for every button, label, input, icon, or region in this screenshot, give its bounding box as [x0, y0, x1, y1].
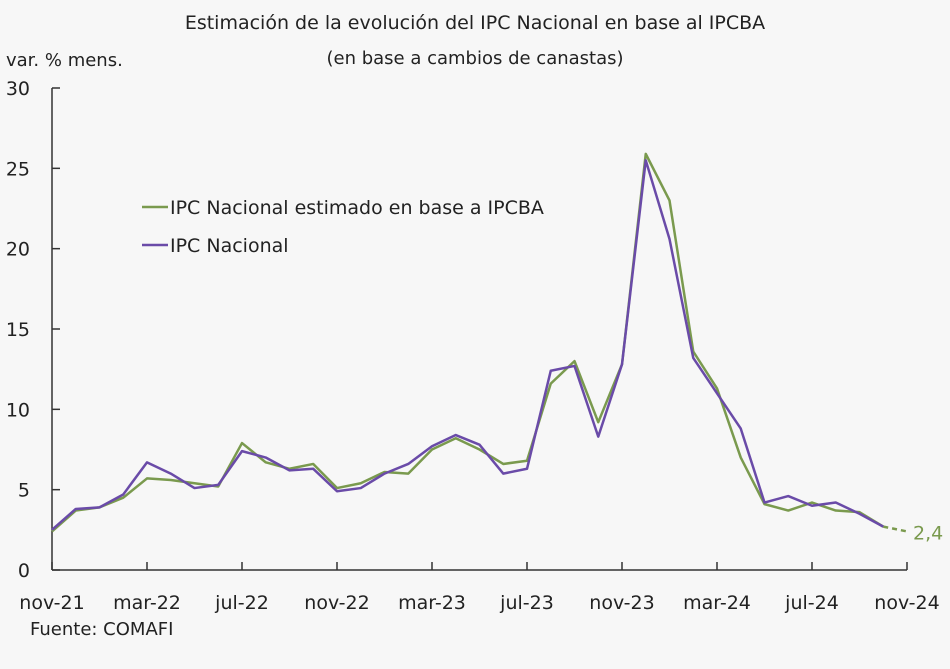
legend-label: IPC Nacional	[170, 235, 289, 257]
end-value-label: 2,4	[913, 522, 943, 544]
y-tick-label: 30	[6, 78, 30, 100]
y-axis-label: var. % mens.	[6, 50, 123, 71]
y-tick-label: 15	[6, 319, 30, 341]
source-note: Fuente: COMAFI	[30, 619, 173, 640]
y-tick-label: 0	[18, 560, 30, 582]
x-tick-label: jul-23	[499, 592, 554, 614]
series-dashed-segment-0	[883, 525, 908, 533]
x-tick-label: jul-24	[784, 592, 839, 614]
y-tick-label: 25	[6, 158, 30, 180]
y-tick-label: 10	[6, 399, 30, 421]
x-tick-label: nov-23	[589, 592, 654, 614]
legend-label: IPC Nacional estimado en base a IPCBA	[170, 197, 544, 219]
x-tick-label: nov-21	[19, 592, 84, 614]
x-tick-label: nov-24	[874, 592, 939, 614]
x-tick-label: nov-22	[304, 592, 369, 614]
series-line-1	[51, 159, 884, 531]
x-tick-label: mar-24	[683, 592, 751, 614]
series-line-0	[51, 152, 884, 533]
x-tick-label: jul-22	[214, 592, 269, 614]
x-tick-label: mar-22	[113, 592, 181, 614]
y-tick-label: 5	[18, 480, 30, 502]
y-tick-label: 20	[6, 239, 30, 261]
x-tick-label: mar-23	[398, 592, 466, 614]
chart-title: Estimación de la evolución del IPC Nacio…	[185, 12, 765, 34]
chart-subtitle: (en base a cambios de canastas)	[326, 48, 623, 69]
